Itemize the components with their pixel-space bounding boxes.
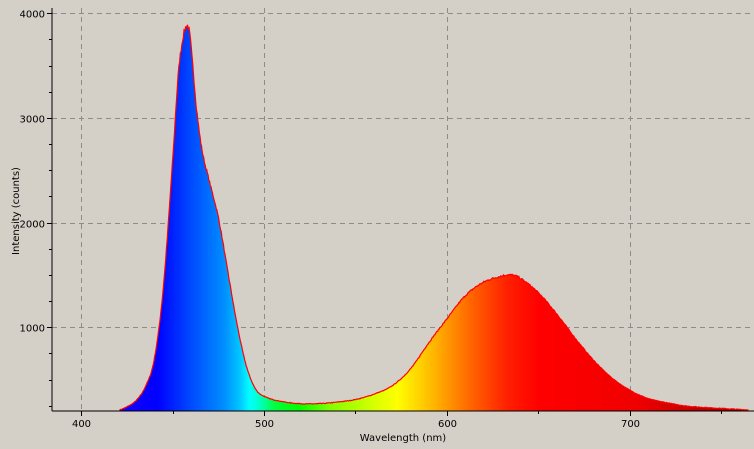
axes — [51, 8, 754, 412]
spectrum-line — [119, 24, 749, 411]
x-tick-label: 600 — [438, 419, 457, 430]
x-tick-label: 400 — [72, 419, 91, 430]
x-axis-title: Wavelength (nm) — [360, 433, 446, 444]
y-axis-title: Intensity (counts) — [11, 167, 22, 255]
y-ticks: 1000 2000 3000 4000 — [20, 10, 52, 407]
y-tick-label: 3000 — [20, 115, 45, 126]
y-tick-label: 1000 — [20, 324, 45, 335]
y-tick-label: 2000 — [20, 220, 45, 231]
x-tick-label: 700 — [621, 419, 640, 430]
x-tick-label: 500 — [255, 419, 274, 430]
x-ticks: 400 500 600 700 — [72, 411, 722, 430]
spectrum-area — [119, 25, 749, 411]
y-tick-label: 4000 — [20, 10, 45, 21]
